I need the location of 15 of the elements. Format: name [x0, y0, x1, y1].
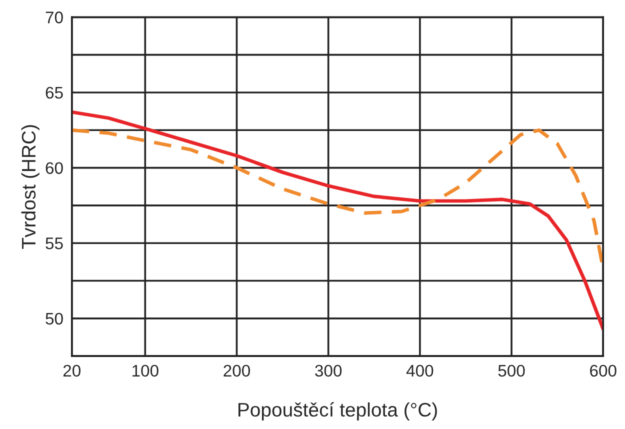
y-tick-label: 65	[46, 86, 63, 99]
y-axis-title: Tvrdost (HRC)	[21, 125, 40, 249]
x-tick-label: 600	[590, 364, 616, 377]
y-tick-label: 50	[46, 312, 63, 325]
x-tick-label: 100	[132, 364, 158, 377]
x-tick-label: 20	[63, 364, 80, 377]
x-axis-title: Popouštěcí teplota (°C)	[238, 402, 437, 421]
line-series	[72, 110, 604, 331]
x-tick-label: 500	[498, 364, 525, 377]
y-tick-label: 70	[46, 12, 63, 24]
x-tick-label: 300	[315, 364, 342, 377]
x-tick-label: 400	[406, 364, 434, 377]
x-tick-label: 200	[224, 364, 250, 377]
y-tick-label: 60	[46, 162, 63, 174]
y-tick-label: 55	[46, 238, 63, 250]
